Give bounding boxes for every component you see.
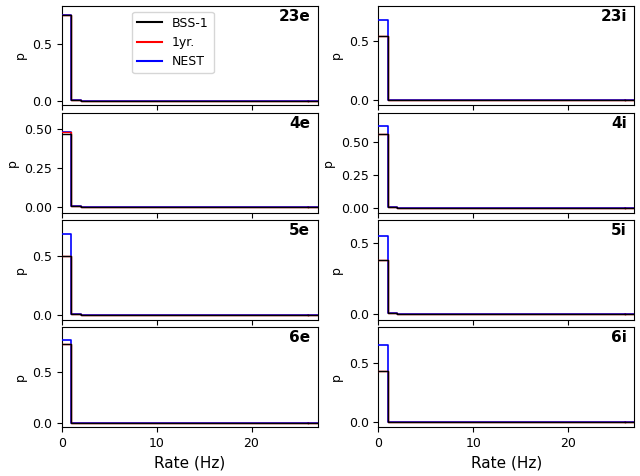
X-axis label: Rate (Hz): Rate (Hz) bbox=[154, 456, 225, 470]
Text: 6i: 6i bbox=[611, 330, 627, 346]
Text: 4e: 4e bbox=[289, 116, 310, 131]
Text: 23e: 23e bbox=[278, 9, 310, 23]
Y-axis label: p: p bbox=[330, 51, 343, 60]
Y-axis label: p: p bbox=[330, 266, 343, 274]
Y-axis label: p: p bbox=[6, 159, 19, 167]
Text: 4i: 4i bbox=[611, 116, 627, 131]
Y-axis label: p: p bbox=[322, 159, 335, 167]
Y-axis label: p: p bbox=[13, 51, 26, 60]
Text: 5i: 5i bbox=[611, 223, 627, 238]
Legend: BSS-1, 1yr., NEST: BSS-1, 1yr., NEST bbox=[132, 12, 214, 73]
Y-axis label: p: p bbox=[13, 373, 26, 381]
Text: 5e: 5e bbox=[289, 223, 310, 238]
Text: 6e: 6e bbox=[289, 330, 310, 346]
Y-axis label: p: p bbox=[330, 373, 343, 381]
X-axis label: Rate (Hz): Rate (Hz) bbox=[471, 456, 542, 470]
Y-axis label: p: p bbox=[13, 266, 26, 274]
Text: 23i: 23i bbox=[600, 9, 627, 23]
